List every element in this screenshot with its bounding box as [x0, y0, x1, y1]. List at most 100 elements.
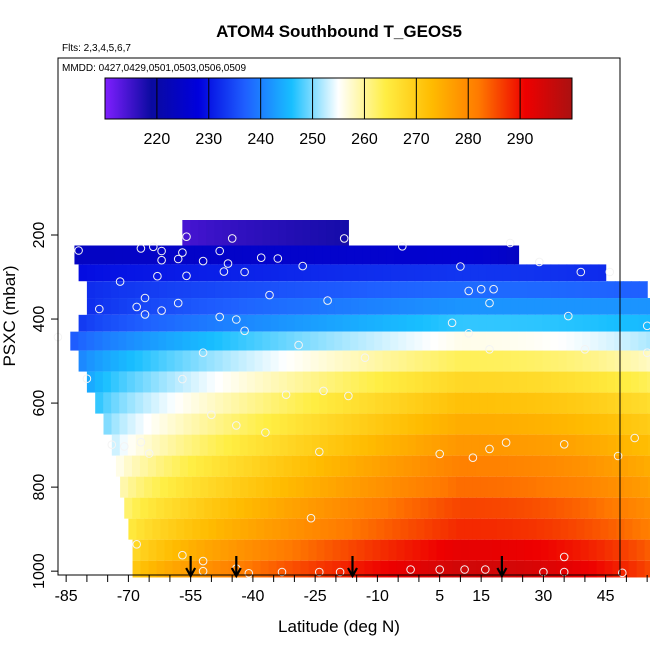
heat-cell — [614, 371, 624, 393]
colorbar-tick-label: 280 — [455, 131, 482, 148]
heat-cell — [342, 298, 352, 315]
heat-cell — [174, 371, 184, 393]
heat-cell — [278, 371, 288, 393]
heat-cell — [630, 331, 639, 351]
heat-cell — [190, 281, 200, 299]
heat-cell — [468, 497, 477, 519]
heat-cell — [511, 434, 521, 456]
heat-cell — [180, 497, 189, 519]
observation-point — [406, 565, 415, 574]
observation-point — [315, 447, 324, 457]
observation-point — [559, 440, 569, 449]
heat-cell — [111, 434, 121, 456]
heat-cell — [270, 264, 280, 282]
heat-cell — [276, 539, 286, 561]
heat-cell — [356, 560, 366, 578]
observation-point — [481, 565, 490, 574]
heat-cell — [210, 245, 220, 265]
heat-cell — [528, 518, 537, 540]
heat-cell — [516, 497, 525, 519]
observation-point — [136, 244, 146, 253]
observation-point — [485, 345, 494, 354]
heat-cell — [335, 413, 345, 435]
observation-point — [489, 284, 498, 294]
heat-cell — [579, 455, 589, 477]
heat-cell — [326, 371, 336, 393]
colorbar-tick-label: 260 — [351, 131, 378, 148]
heat-cell — [102, 371, 112, 393]
heat-cell — [616, 518, 625, 540]
heat-cell — [374, 350, 384, 372]
heat-cell — [412, 539, 422, 561]
heat-cell — [350, 331, 359, 351]
heat-cell — [430, 331, 439, 351]
heat-cell — [223, 434, 233, 456]
heat-cell — [304, 476, 313, 498]
heat-cell — [515, 455, 525, 477]
heat-cell — [614, 298, 624, 315]
heat-cell — [252, 560, 262, 578]
heat-cell — [583, 434, 593, 456]
heat-cell — [524, 539, 534, 561]
heat-cell — [560, 518, 569, 540]
heat-cell — [235, 455, 245, 477]
heat-cell — [534, 314, 544, 332]
heat-cell — [484, 497, 493, 519]
heat-cell — [382, 371, 392, 393]
heat-cell — [263, 413, 273, 435]
heat-cell — [386, 245, 396, 265]
heat-cell — [366, 350, 376, 372]
heat-cell — [480, 476, 489, 498]
observation-point — [485, 298, 494, 308]
heat-cell — [342, 350, 352, 372]
heat-cell — [422, 350, 432, 372]
heat-cell — [447, 434, 457, 456]
heat-cell — [191, 413, 201, 435]
heat-cell — [406, 298, 416, 315]
heat-cell — [630, 371, 640, 393]
heat-cell — [372, 560, 382, 578]
heat-cell — [454, 350, 464, 372]
heat-cell — [402, 245, 412, 265]
heat-cell — [438, 331, 447, 351]
heat-cell — [182, 350, 192, 372]
heat-cell — [428, 560, 438, 578]
heat-cell — [494, 264, 504, 282]
observation-point — [447, 318, 457, 328]
heat-cell — [430, 264, 440, 282]
heat-cell — [474, 245, 484, 265]
heat-cell — [438, 281, 448, 299]
heat-cell — [407, 413, 417, 435]
heat-cell — [260, 560, 270, 578]
heat-cell — [452, 560, 462, 578]
heat-cell — [639, 434, 649, 456]
heat-cell — [612, 497, 621, 519]
heat-cell — [550, 350, 560, 372]
heat-cell — [580, 497, 589, 519]
heat-cell — [255, 434, 265, 456]
heat-cell — [587, 455, 597, 477]
heat-cell — [302, 264, 312, 282]
observation-point — [613, 451, 623, 461]
heat-cell — [398, 350, 408, 372]
heat-cell — [391, 434, 401, 456]
heat-cell — [479, 434, 489, 456]
heat-cell — [135, 392, 144, 414]
heat-cell — [558, 298, 568, 315]
heat-cell — [343, 434, 353, 456]
heat-cell — [342, 264, 352, 282]
heat-cell — [454, 371, 464, 393]
heat-cell — [495, 434, 505, 456]
heat-cell — [431, 413, 441, 435]
heat-cell — [332, 560, 342, 578]
heat-cell — [623, 392, 632, 414]
heat-cell — [167, 413, 177, 435]
heat-cell — [492, 497, 501, 519]
heat-cell — [486, 371, 496, 393]
heat-cell — [364, 497, 373, 519]
heat-cell — [204, 539, 214, 561]
x-tick-label: -70 — [117, 588, 140, 605]
heat-cell — [590, 371, 600, 393]
heat-cell — [168, 476, 177, 498]
heat-cell — [203, 455, 213, 477]
